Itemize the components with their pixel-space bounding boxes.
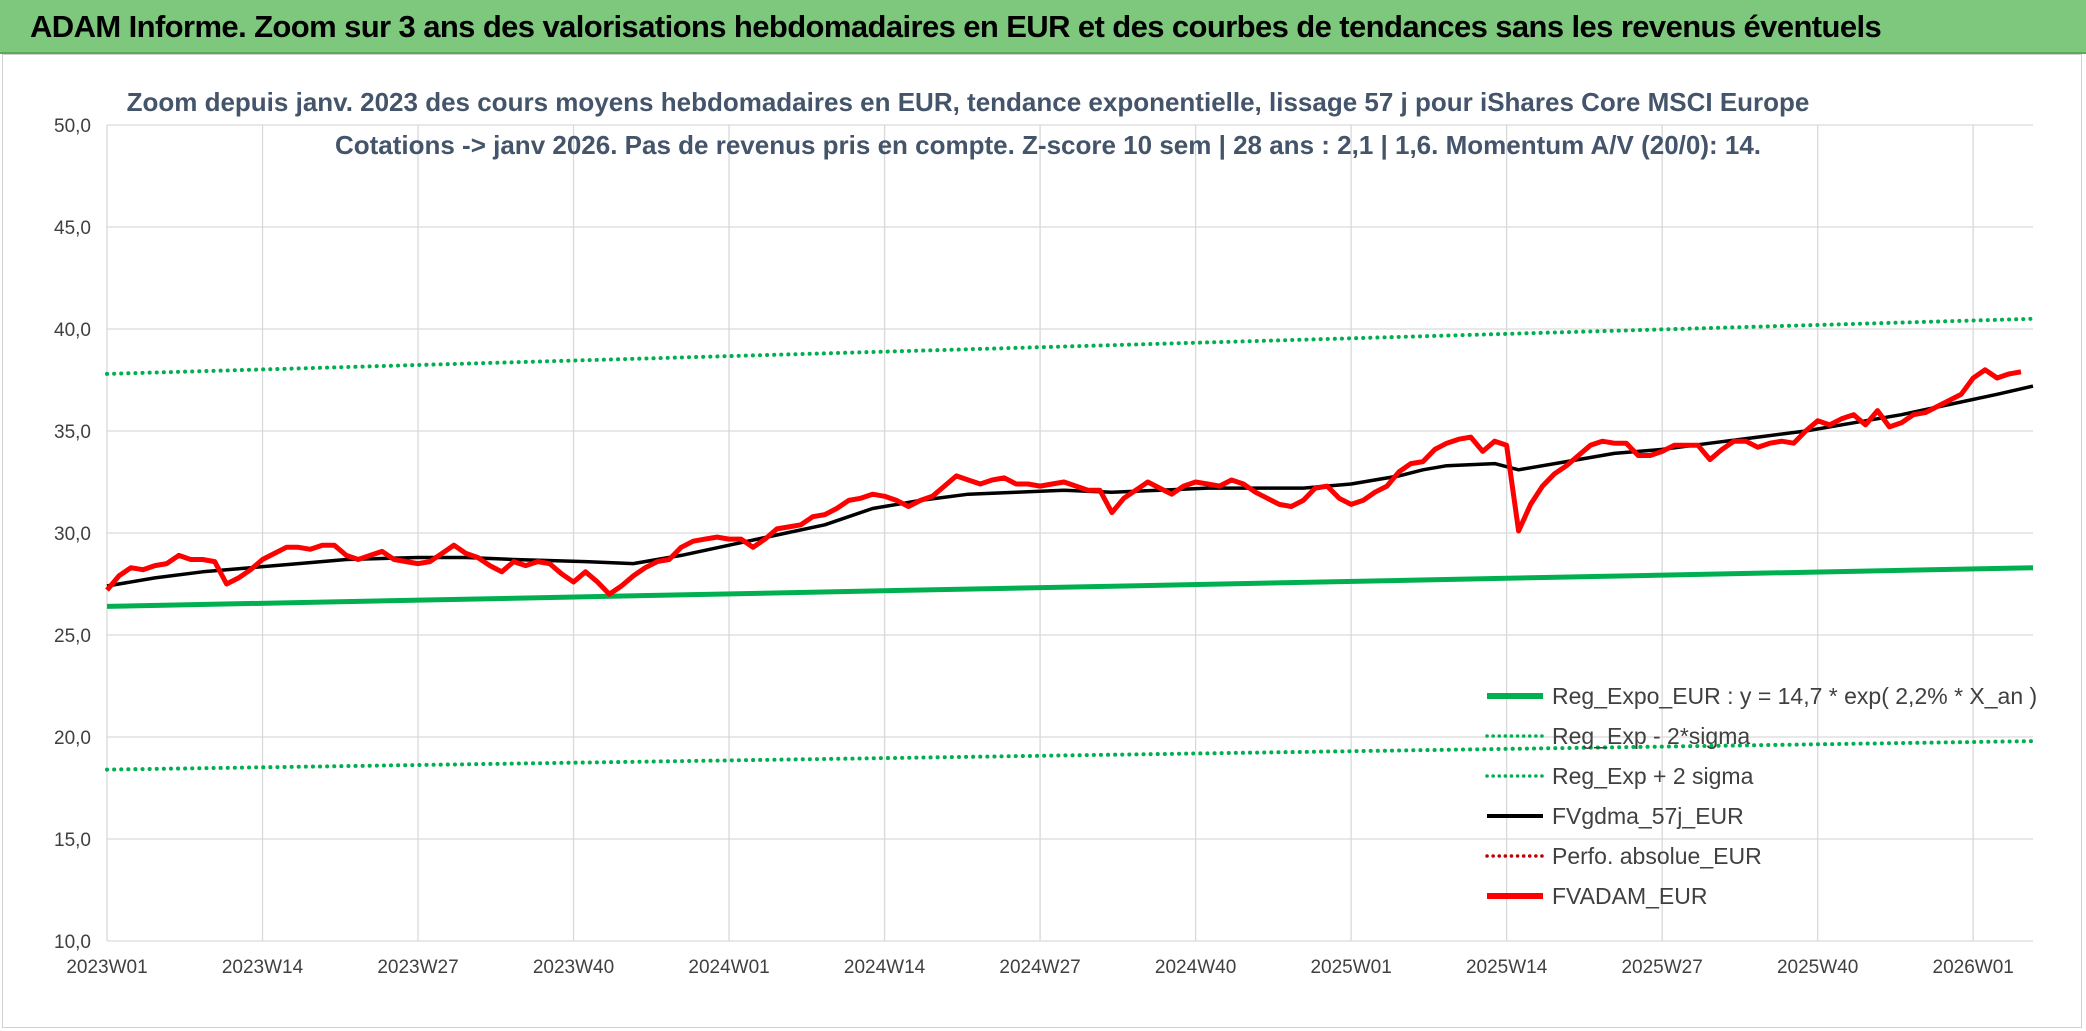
x-tick-label: 2025W01 [1310,957,1391,978]
chart-frame: Zoom depuis janv. 2023 des cours moyens … [2,54,2082,1028]
x-tick-label: 2025W40 [1777,957,1858,978]
y-tick-label: 40,0 [54,320,91,341]
x-tick-label: 2024W14 [844,957,926,978]
y-tick-label: 45,0 [54,218,91,239]
y-tick-label: 25,0 [54,626,91,647]
grid-layer [106,124,2033,942]
y-tick-label: 30,0 [54,524,91,545]
x-tick-label: 2025W14 [1466,957,1548,978]
line-chart: Zoom depuis janv. 2023 des cours moyens … [54,87,2037,978]
x-tick-label: 2023W40 [533,957,614,978]
series-line-0 [106,565,2034,609]
legend-label-2: Reg_Exp + 2 sigma [1552,763,1754,789]
x-tick-label: 2023W01 [66,957,147,978]
series-line-2 [105,316,2035,376]
chart-title-line-2: Cotations -> janv 2026. Pas de revenus p… [335,130,1761,160]
x-tick-label: 2026W01 [1933,957,2014,978]
y-tick-label: 15,0 [54,830,91,851]
legend-label-3: FVgdma_57j_EUR [1552,803,1744,829]
x-tick-label: 2023W14 [222,957,304,978]
legend-label-0: Reg_Expo_EUR : y = 14,7 * exp( 2,2% * X_… [1552,683,2037,709]
series-layer [105,316,2035,772]
report-banner: ADAM Informe. Zoom sur 3 ans des valoris… [0,0,2086,54]
legend-label-1: Reg_Exp - 2*sigma [1552,723,1750,749]
y-tick-label: 35,0 [54,422,91,443]
y-tick-label: 20,0 [54,728,91,749]
y-tick-label: 50,0 [54,116,91,137]
chart-title: Zoom depuis janv. 2023 des cours moyens … [127,87,1810,160]
x-tick-label: 2024W01 [688,957,769,978]
x-tick-label: 2024W27 [999,957,1080,978]
x-tick-label: 2024W40 [1155,957,1236,978]
report-title: ADAM Informe. Zoom sur 3 ans des valoris… [30,9,1882,44]
x-tick-label: 2025W27 [1621,957,1702,978]
legend-label-4: Perfo. absolue_EUR [1552,843,1762,869]
legend: Reg_Expo_EUR : y = 14,7 * exp( 2,2% * X_… [1485,683,2037,909]
x-tick-label: 2023W27 [377,957,458,978]
y-tick-label: 10,0 [54,932,91,953]
chart-title-line-1: Zoom depuis janv. 2023 des cours moyens … [127,87,1810,117]
axis-labels: 10,0 15,0 20,0 25,0 30,0 35,0 40,0 45,0 50,0 2023… [54,116,2014,978]
legend-label-5: FVADAM_EUR [1552,883,1708,909]
series-line-1 [105,739,2035,772]
series-line-5 [105,367,2022,597]
